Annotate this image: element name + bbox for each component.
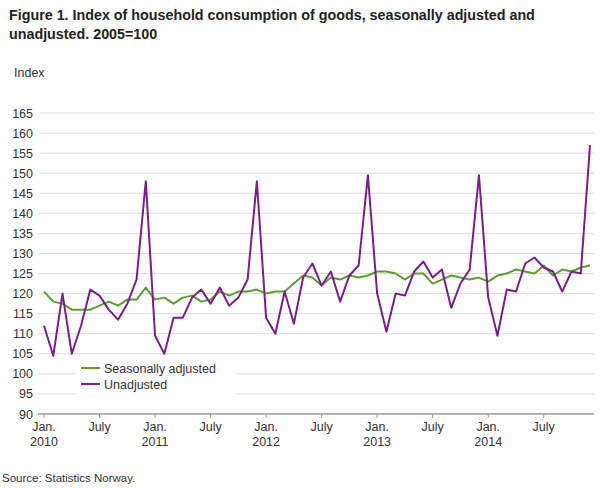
x-tick-label-line: July	[422, 420, 445, 434]
grid-line	[38, 293, 594, 294]
x-tick-label: Jan.2010	[30, 420, 58, 449]
x-tick	[377, 414, 378, 418]
x-tick-label: Jan.2013	[363, 420, 391, 449]
y-tick-label: 130	[12, 247, 33, 261]
y-tick-label: 105	[12, 347, 33, 361]
x-tick	[321, 414, 322, 418]
y-tick-label: 115	[13, 307, 33, 321]
x-tick	[44, 414, 45, 418]
y-axis-label: Index	[14, 66, 45, 80]
x-tick-label: July	[199, 420, 222, 434]
grid-line	[38, 153, 594, 154]
legend-swatch	[81, 383, 100, 385]
legend-swatch	[81, 367, 100, 369]
series-line	[44, 145, 590, 356]
x-tick-label: Jan.2014	[474, 420, 502, 449]
x-tick-label-line: 2014	[474, 435, 502, 449]
grid-line	[38, 233, 594, 234]
x-tick	[155, 414, 156, 418]
grid-line	[38, 113, 594, 114]
title: Figure 1. Index of household consumption…	[9, 6, 599, 44]
grid-line	[38, 333, 594, 334]
x-tick-label-line: Jan.	[365, 420, 389, 434]
y-tick-label: 160	[12, 127, 33, 141]
x-tick-label: Jan.2012	[252, 420, 280, 449]
y-tick-label: 90	[19, 408, 33, 422]
x-tick-label-line: Jan.	[143, 420, 167, 434]
x-tick-label-line: 2011	[142, 435, 169, 449]
legend-label: Unadjusted	[104, 378, 167, 392]
x-tick	[210, 414, 211, 418]
x-tick-label: July	[533, 420, 556, 434]
x-tick-label-line: Jan.	[254, 420, 278, 434]
grid-line	[38, 253, 594, 254]
y-tick-label: 145	[12, 187, 33, 201]
legend-label: Seasonally adjusted	[104, 362, 216, 376]
x-tick-label-line: 2013	[363, 435, 391, 449]
grid-line	[38, 414, 594, 415]
y-tick-label: 165	[12, 107, 33, 121]
x-tick-label-line: July	[311, 420, 334, 434]
y-tick-label: 140	[12, 207, 33, 221]
y-tick-label: 100	[12, 367, 33, 381]
x-tick-label-line: 2010	[30, 435, 58, 449]
x-tick-label-line: July	[199, 420, 222, 434]
y-tick-label: 95	[19, 387, 33, 401]
x-tick	[488, 414, 489, 418]
source: Source: Statistics Norway.	[2, 472, 135, 484]
x-tick	[543, 414, 544, 418]
x-tick-label-line: Jan.	[32, 420, 56, 434]
x-tick-label: July	[422, 420, 445, 434]
legend-box	[76, 358, 236, 396]
y-tick-label: 155	[12, 147, 33, 161]
y-tick-label: 110	[13, 327, 33, 341]
plot-area	[44, 145, 590, 356]
grid-line	[38, 193, 594, 194]
x-tick-label-line: July	[88, 420, 111, 434]
x-tick-label-line: 2012	[252, 435, 280, 449]
x-tick	[266, 414, 267, 418]
x-tick	[99, 414, 100, 418]
x-tick	[432, 414, 433, 418]
grid-line	[38, 213, 594, 214]
x-tick-label: July	[88, 420, 111, 434]
grid-line	[38, 353, 594, 354]
y-tick-label: 125	[12, 267, 33, 281]
x-tick-label-line: Jan.	[476, 420, 500, 434]
legend: Seasonally adjusted Unadjusted	[76, 358, 236, 396]
y-tick-label: 150	[12, 167, 33, 181]
grid-line	[38, 133, 594, 134]
y-tick-label: 120	[12, 287, 33, 301]
grid-line	[38, 173, 594, 174]
x-axis-line	[38, 414, 594, 415]
x-tick-label: Jan.2011	[142, 420, 169, 449]
y-tick-label: 135	[12, 227, 33, 241]
x-tick-label: July	[311, 420, 334, 434]
x-tick-label-line: July	[533, 420, 556, 434]
